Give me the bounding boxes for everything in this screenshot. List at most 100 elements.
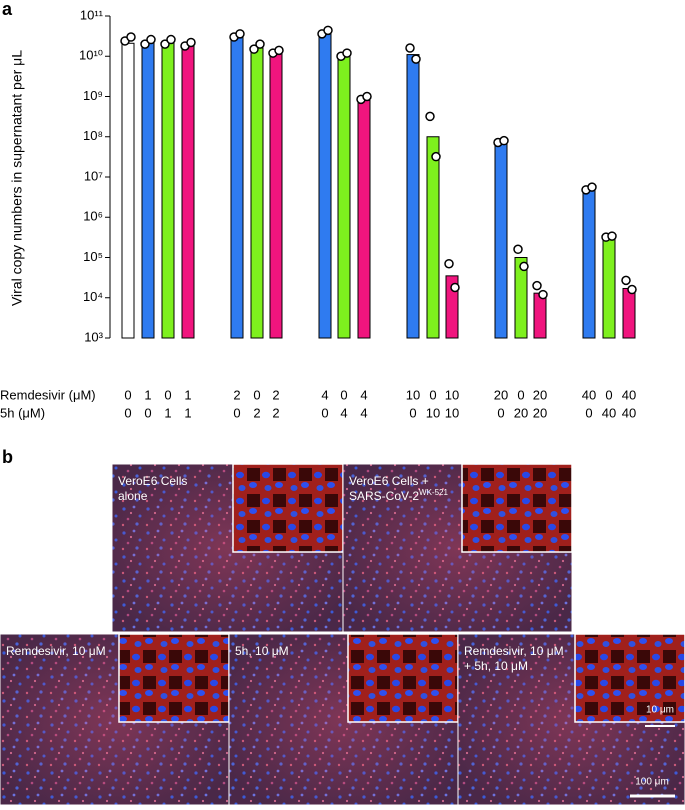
row-value: 2 xyxy=(272,387,279,402)
panel-label: b xyxy=(2,447,13,467)
bar xyxy=(230,36,244,339)
row-value: 2 xyxy=(253,405,260,420)
row-value: 40 xyxy=(622,405,636,420)
row-value: 0 xyxy=(164,387,171,402)
bar xyxy=(622,287,636,339)
replicate-point xyxy=(538,289,548,300)
row-value: 10 xyxy=(445,387,459,402)
row-value: 0 xyxy=(585,405,592,420)
y-tick-label: 10⁴ xyxy=(83,289,103,304)
replicate-point xyxy=(235,29,245,39)
caption: + 5h, 10 μM xyxy=(464,659,528,673)
replicate-point xyxy=(274,45,284,56)
row-value: 4 xyxy=(340,405,347,420)
replicate-point xyxy=(621,275,631,286)
panel-label: a xyxy=(2,0,13,19)
row-value: 1 xyxy=(184,387,191,402)
row-value: 0 xyxy=(144,405,151,420)
y-tick-label: 10⁷ xyxy=(84,168,103,183)
row-value: 40 xyxy=(622,387,636,402)
row-value: 40 xyxy=(582,387,596,402)
replicate-point xyxy=(532,280,542,291)
replicate-point xyxy=(160,39,170,49)
replicate-point xyxy=(499,135,509,146)
inset xyxy=(118,633,230,723)
y-tick-label: 10⁹ xyxy=(83,88,103,103)
replicate-point xyxy=(186,37,196,48)
replicate-point xyxy=(607,231,617,241)
row-value: 1 xyxy=(184,405,191,420)
scale-label: 10 μm xyxy=(646,705,674,716)
replicate-point xyxy=(126,32,136,42)
caption: SARS-CoV-2WK-521 xyxy=(349,488,448,504)
replicate-point xyxy=(627,284,637,295)
caption-text: + 5h, 10 μM xyxy=(464,659,528,673)
row-value: 2 xyxy=(233,387,240,402)
bar xyxy=(494,141,508,339)
row-value: 4 xyxy=(321,387,328,402)
row-value: 0 xyxy=(497,405,504,420)
bar xyxy=(357,99,371,339)
row-value: 0 xyxy=(605,387,612,402)
caption-text: Remdesivir, 10 μM xyxy=(6,644,106,658)
replicate-point xyxy=(323,25,333,36)
replicate-point xyxy=(411,54,421,64)
row-value: 10 xyxy=(426,405,440,420)
caption-text: WK-521 xyxy=(419,488,448,497)
row-value: 0 xyxy=(124,405,131,420)
row-value: 0 xyxy=(233,405,240,420)
caption: Remdesivir, 10 μM xyxy=(6,644,106,658)
bar xyxy=(318,32,332,339)
row-value: 1 xyxy=(164,405,171,420)
replicate-point xyxy=(342,48,352,58)
row-value: 0 xyxy=(517,387,524,402)
bar xyxy=(337,54,351,339)
replicate-point xyxy=(166,34,176,45)
row-label: Remdesivir (μM) xyxy=(0,387,96,402)
replicate-point xyxy=(249,44,259,54)
row-value: 40 xyxy=(602,405,616,420)
replicate-point xyxy=(431,151,441,162)
bar xyxy=(533,292,547,339)
y-axis-label: Viral copy numbers in supernatant per μL xyxy=(9,50,25,306)
y-tick-label: 10⁶ xyxy=(83,209,103,224)
y-tick-label: 10¹¹ xyxy=(80,7,104,22)
inset xyxy=(574,633,685,723)
bar xyxy=(269,52,283,339)
row-value: 0 xyxy=(409,405,416,420)
replicate-point xyxy=(587,182,597,192)
row-value: 2 xyxy=(272,405,279,420)
inset xyxy=(461,463,573,553)
replicate-point xyxy=(450,282,460,293)
row-value: 4 xyxy=(360,405,367,420)
row-value: 20 xyxy=(494,387,508,402)
row-value: 0 xyxy=(340,387,347,402)
caption: VeroE6 Cells xyxy=(118,474,187,488)
bar xyxy=(582,188,596,339)
caption-text: 5h, 10 μM xyxy=(235,644,289,658)
bar xyxy=(121,42,135,339)
row-label: 5h (μM) xyxy=(0,405,45,420)
replicate-point xyxy=(519,261,529,272)
row-value: 0 xyxy=(253,387,260,402)
y-tick-label: 10³ xyxy=(84,329,103,344)
replicate-point xyxy=(362,91,372,102)
scale-label: 100 μm xyxy=(635,777,669,788)
y-tick-label: 10⁵ xyxy=(83,249,103,264)
row-value: 10 xyxy=(406,387,420,402)
row-value: 20 xyxy=(533,405,547,420)
row-value: 4 xyxy=(360,387,367,402)
replicate-point xyxy=(425,111,435,122)
bar xyxy=(426,136,440,339)
replicate-point xyxy=(146,34,156,45)
bar xyxy=(602,236,616,339)
bar xyxy=(181,45,195,339)
bar xyxy=(250,47,264,339)
y-tick-label: 10⁸ xyxy=(83,128,103,143)
row-value: 0 xyxy=(321,405,328,420)
replicate-point xyxy=(405,43,415,53)
caption: Remdesivir, 10 μM xyxy=(464,644,564,658)
row-value: 20 xyxy=(514,405,528,420)
y-tick-label: 10¹⁰ xyxy=(79,48,103,63)
